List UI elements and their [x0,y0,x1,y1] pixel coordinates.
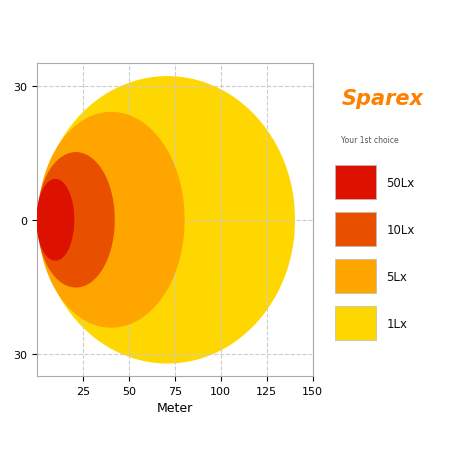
Text: 10Lx: 10Lx [386,223,414,236]
FancyBboxPatch shape [334,306,375,341]
FancyBboxPatch shape [334,259,375,294]
Polygon shape [38,153,114,287]
Polygon shape [39,113,184,327]
X-axis label: Meter: Meter [157,402,192,414]
Text: Sparex: Sparex [341,89,422,109]
Text: Your 1st choice: Your 1st choice [341,136,398,145]
FancyBboxPatch shape [334,213,375,247]
FancyBboxPatch shape [334,166,375,200]
Text: 50Lx: 50Lx [386,176,414,190]
Text: 1Lx: 1Lx [386,317,407,330]
Polygon shape [40,78,294,363]
Polygon shape [37,180,73,260]
Text: 5Lx: 5Lx [386,270,406,283]
